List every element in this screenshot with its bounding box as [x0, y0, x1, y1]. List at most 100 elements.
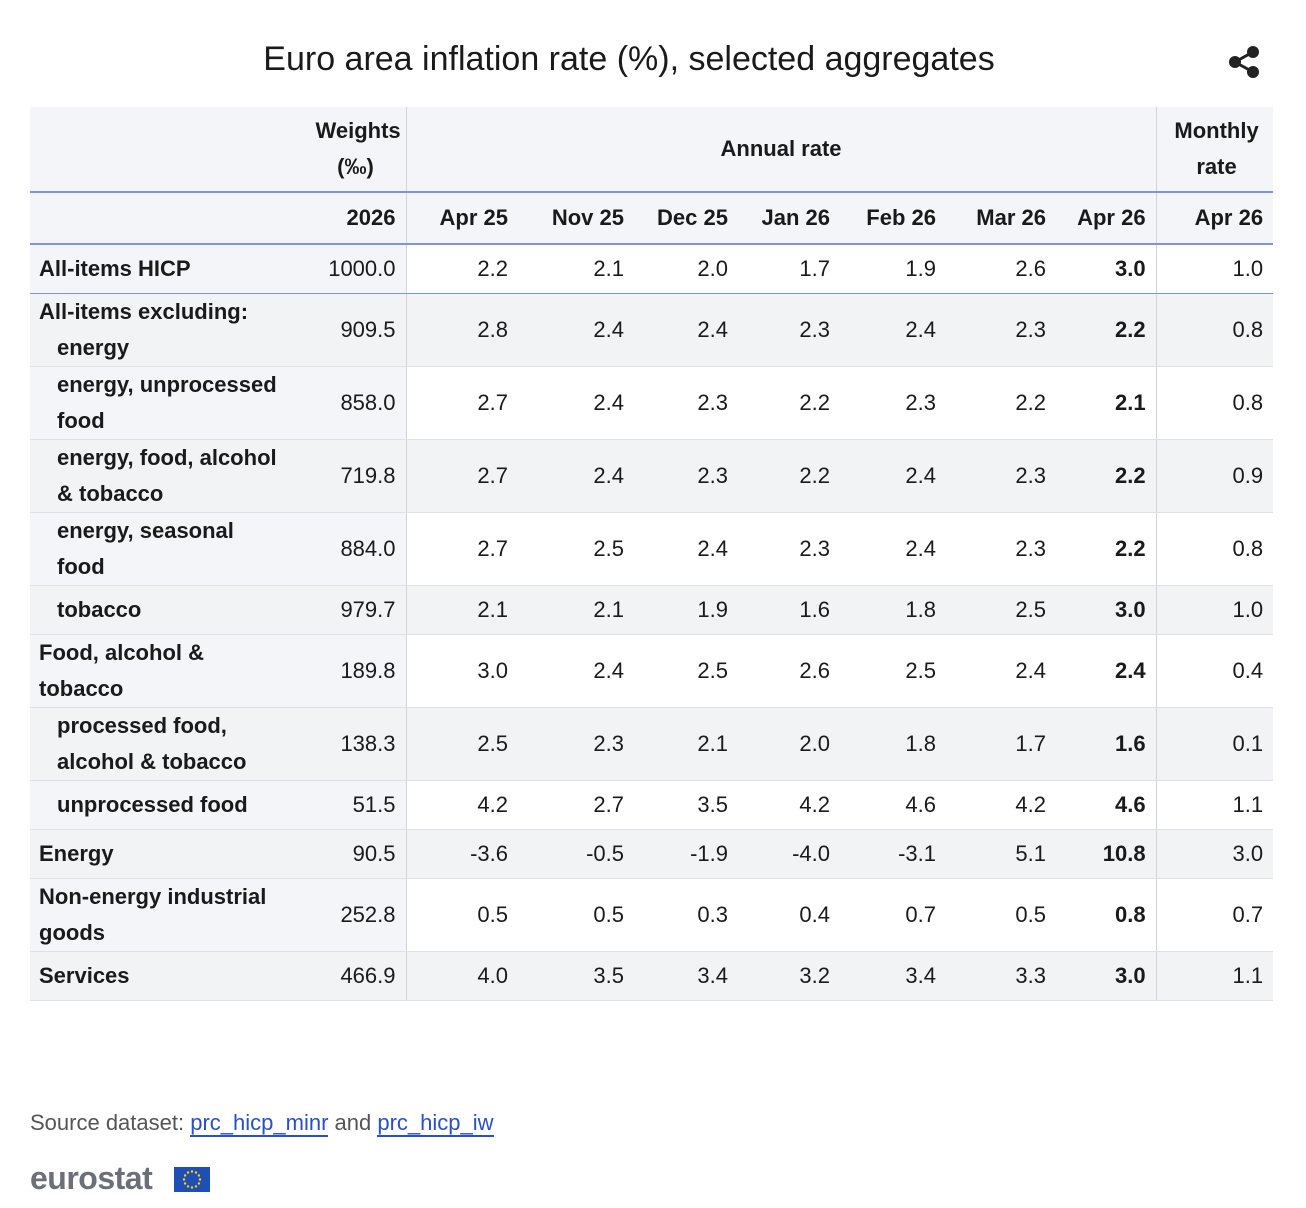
- rate-cell: 2.2: [738, 439, 840, 513]
- rate-cell: 4.6: [1056, 780, 1157, 830]
- rate-cell: 2.4: [1056, 634, 1157, 708]
- rate-cell: 3.0: [405, 634, 518, 708]
- rate-cell: 2.2: [946, 366, 1056, 440]
- row-label: Energy: [30, 829, 288, 879]
- rate-cell: 2.4: [840, 293, 946, 367]
- rate-cell: 2.4: [518, 293, 634, 367]
- rate-cell: 2.4: [946, 634, 1056, 708]
- weight-cell: 466.9: [288, 951, 407, 1001]
- eu-flag: [174, 1167, 210, 1192]
- flag-star: [194, 1171, 198, 1174]
- column-header: Jan 26: [738, 192, 840, 245]
- rate-cell: 3.0: [1156, 829, 1274, 879]
- rate-cell: 3.0: [1056, 244, 1157, 294]
- rate-cell: 2.5: [840, 634, 946, 708]
- rate-cell: 2.3: [946, 293, 1056, 367]
- row-label-text: energy: [57, 335, 130, 360]
- rate-cell: 2.2: [738, 366, 840, 440]
- rate-cell: 1.8: [840, 707, 946, 781]
- rate-cell: 2.4: [634, 512, 738, 586]
- rate-cell: -0.5: [518, 829, 634, 879]
- connector: and: [334, 1110, 372, 1135]
- flag-star: [183, 1174, 187, 1177]
- row-label: All-items excluding: energy: [30, 293, 288, 367]
- rate-cell: 0.8: [1156, 293, 1274, 367]
- rate-cell: 1.1: [1156, 780, 1274, 830]
- source-link[interactable]: prc_hicp_minr: [190, 1110, 329, 1137]
- rate-cell: -1.9: [634, 829, 738, 879]
- flag-star: [194, 1185, 198, 1188]
- rate-cell: 2.4: [518, 366, 634, 440]
- row-label: tobacco: [30, 585, 288, 635]
- row-label-text: Food, alcohol & tobacco: [39, 640, 204, 701]
- rate-cell: 0.7: [1156, 878, 1274, 952]
- rate-cell: 2.1: [1056, 366, 1157, 440]
- source-link[interactable]: prc_hicp_iw: [377, 1110, 494, 1137]
- row-label-text: energy, food, alcohol & tobacco: [57, 445, 277, 506]
- rate-cell: 4.2: [738, 780, 840, 830]
- rate-cell: 0.5: [405, 878, 518, 952]
- column-header: Apr 26: [1056, 192, 1157, 245]
- rate-cell: 2.2: [1056, 512, 1157, 586]
- rate-cell: 3.0: [1056, 951, 1157, 1001]
- rate-cell: 0.8: [1056, 878, 1157, 952]
- table-row: Energy 90.5 -3.6 -0.5 -1.9 -4.0 -3.1 5.1 10.8 3.0: [30, 829, 1274, 879]
- weight-cell: 719.8: [288, 439, 407, 513]
- rate-cell: 1.6: [738, 585, 840, 635]
- rate-cell: 2.1: [634, 707, 738, 781]
- rate-cell: 2.2: [1056, 293, 1157, 367]
- row-label: Non-energy industrial goods: [30, 878, 288, 952]
- group-header: Monthly rate: [1156, 107, 1274, 193]
- rate-cell: 2.3: [634, 366, 738, 440]
- table-row: energy, food, alcohol & tobacco 719.8 2.7 2…: [30, 439, 1274, 513]
- rate-cell: 2.4: [634, 293, 738, 367]
- rate-cell: 0.7: [840, 878, 946, 952]
- row-label: energy, unprocessed food: [30, 366, 288, 440]
- rate-cell: 2.6: [738, 634, 840, 708]
- row-label-text: Services: [39, 963, 130, 988]
- rate-cell: 3.4: [840, 951, 946, 1001]
- table-row: All-items excluding: energy 909.5 2.8 2.4 2.4…: [30, 293, 1274, 367]
- rate-cell: 2.2: [1056, 439, 1157, 513]
- logo: eurostat: [30, 1160, 153, 1196]
- rate-cell: 1.7: [946, 707, 1056, 781]
- rate-cell: -4.0: [738, 829, 840, 879]
- rate-cell: 3.0: [1056, 585, 1157, 635]
- flag-star: [190, 1186, 194, 1189]
- weight-cell: 189.8: [288, 634, 407, 708]
- flag-star: [182, 1178, 186, 1181]
- rate-cell: 0.5: [518, 878, 634, 952]
- weight-cell: 252.8: [288, 878, 407, 952]
- rate-cell: 2.4: [518, 439, 634, 513]
- row-label-text: Energy: [39, 841, 114, 866]
- rate-cell: 4.0: [405, 951, 518, 1001]
- rate-cell: 2.0: [634, 244, 738, 294]
- rate-cell: 0.4: [1156, 634, 1274, 708]
- row-label: processed food, alcohol & tobacco: [30, 707, 288, 781]
- rate-cell: 2.7: [518, 780, 634, 830]
- rate-cell: 2.1: [518, 244, 634, 294]
- table-row: energy, seasonal food 884.0 2.7 2.5 2.4 2.3 2.…: [30, 512, 1274, 586]
- column-header: 2026: [288, 192, 407, 245]
- column-header: Feb 26: [840, 192, 946, 245]
- table-row: Non-energy industrial goods 252.8 0.5 0.5 0.…: [30, 878, 1274, 952]
- rate-cell: 2.4: [840, 512, 946, 586]
- weight-cell: 90.5: [288, 829, 407, 879]
- share-icon[interactable]: [1226, 44, 1262, 80]
- row-label-text: unprocessed food: [57, 792, 248, 817]
- row-label: unprocessed food: [30, 780, 288, 830]
- rate-cell: 2.3: [840, 366, 946, 440]
- rate-cell: 2.5: [946, 585, 1056, 635]
- table-row: energy, unprocessed food 858.0 2.7 2.4 2.3 2.…: [30, 366, 1274, 440]
- rate-cell: 5.1: [946, 829, 1056, 879]
- rate-cell: 1.0: [1156, 244, 1274, 294]
- rate-cell: 2.3: [946, 512, 1056, 586]
- corner: [30, 192, 288, 245]
- rate-cell: 1.7: [738, 244, 840, 294]
- rate-cell: 2.7: [405, 439, 518, 513]
- weight-cell: 138.3: [288, 707, 407, 781]
- rate-cell: 1.8: [840, 585, 946, 635]
- rate-cell: 3.5: [634, 780, 738, 830]
- rate-cell: 2.2: [405, 244, 518, 294]
